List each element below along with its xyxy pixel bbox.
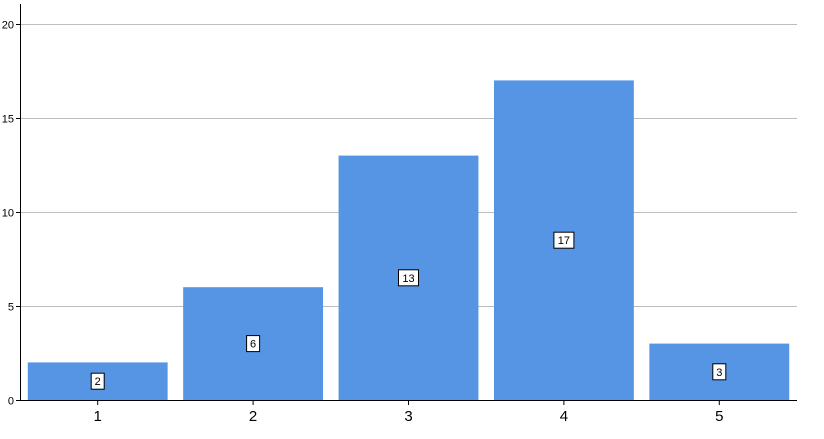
data-label: 6 [250,339,256,351]
x-tick-label: 5 [715,408,723,425]
y-tick-label: 5 [8,302,14,314]
y-tick-label: 20 [2,20,14,32]
data-labels: 2 6 13 17 3 [90,231,727,390]
data-label-box [246,335,261,353]
data-label-box [90,372,105,390]
x-tick-label: 3 [404,408,412,425]
x-tick-label: 2 [249,408,257,425]
bars [27,80,790,401]
x-tick-label: 1 [94,408,102,425]
y-tick-label: 10 [2,208,14,220]
data-label: 2 [95,376,101,388]
data-label: 17 [558,235,570,247]
data-label-box [553,231,575,249]
data-label: 3 [716,367,722,379]
axes: 0 5 10 15 20 1 2 3 4 5 [2,4,797,425]
data-label-box [712,363,727,381]
data-label-box [398,269,419,287]
y-tick-label: 15 [2,114,14,126]
data-label: 13 [402,273,414,285]
y-tick-label: 0 [8,396,14,408]
x-tick-label: 4 [560,408,568,425]
